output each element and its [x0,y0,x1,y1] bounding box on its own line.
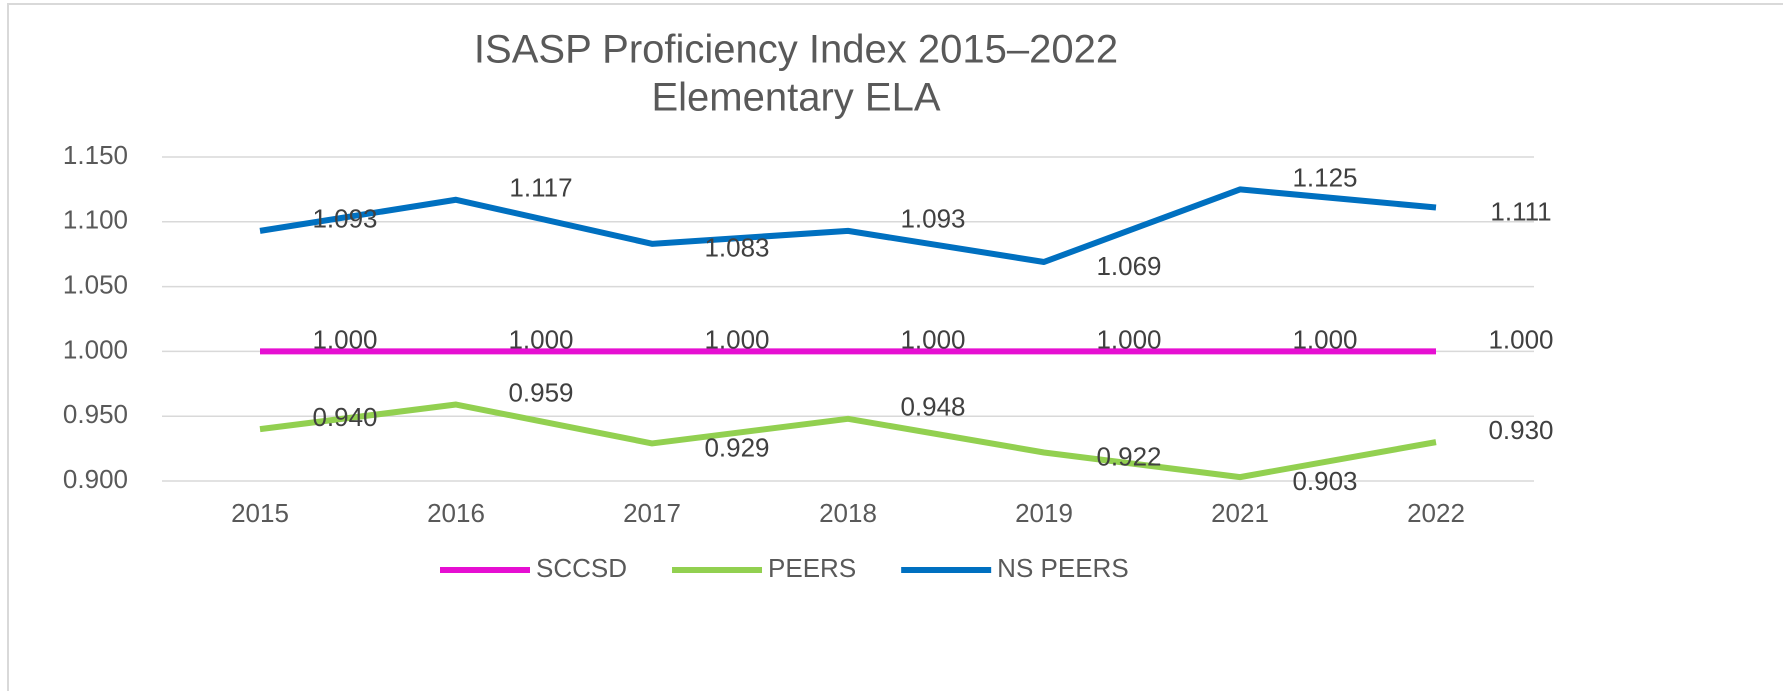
value-label: 1.111 [1490,196,1551,226]
value-label: 0.948 [900,392,965,422]
value-label: 1.069 [1096,251,1161,281]
x-tick-label: 2022 [1407,498,1465,528]
value-label: 1.000 [1096,324,1161,354]
x-tick-label: 2018 [819,498,877,528]
x-tick-label: 2015 [231,498,289,528]
legend-label: SCCSD [536,553,627,583]
value-label: 1.000 [508,324,573,354]
value-label: 1.117 [509,173,572,203]
y-tick-label: 0.950 [63,399,128,429]
value-label: 1.000 [704,324,769,354]
value-label: 1.093 [312,204,377,234]
y-tick-label: 1.100 [63,205,128,235]
value-label: 0.930 [1488,415,1553,445]
value-label: 0.940 [312,402,377,432]
legend-label: PEERS [768,553,856,583]
chart-title: ISASP Proficiency Index 2015–2022 [474,28,1118,72]
series-line [259,186,1437,265]
y-tick-label: 0.900 [63,464,128,494]
value-label: 1.000 [312,324,377,354]
legend-label: NS PEERS [997,553,1129,583]
value-label: 0.903 [1292,466,1357,496]
y-tick-label: 1.000 [63,334,128,364]
x-tick-label: 2019 [1015,498,1073,528]
y-tick-label: 1.050 [63,269,128,299]
value-label: 1.125 [1292,162,1357,192]
y-tick-label: 1.150 [63,140,128,170]
chart-frame [7,3,1783,691]
value-label: 1.000 [1292,324,1357,354]
x-tick-label: 2017 [623,498,681,528]
value-label: 1.083 [704,233,769,263]
value-label: 1.000 [1488,324,1553,354]
value-label: 0.929 [704,432,769,462]
chart-title: Elementary ELA [651,76,940,120]
value-label: 1.000 [900,324,965,354]
value-label: 0.922 [1096,441,1161,471]
series-line [259,401,1437,481]
x-tick-label: 2016 [427,498,485,528]
x-tick-label: 2021 [1211,498,1269,528]
value-label: 0.959 [508,377,573,407]
value-label: 1.093 [900,204,965,234]
